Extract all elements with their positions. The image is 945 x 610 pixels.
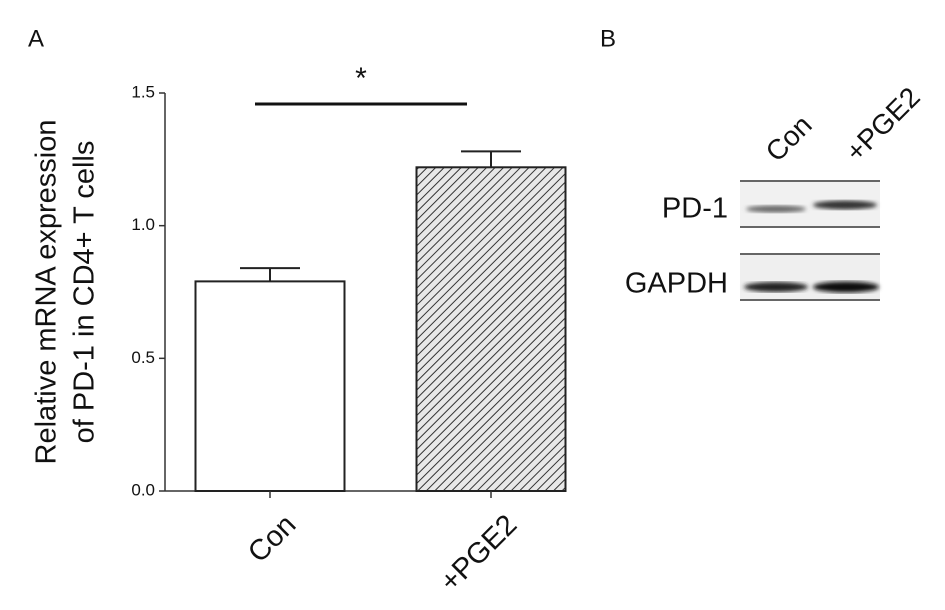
panel-label: A	[28, 25, 44, 52]
x-tick-label: Con	[242, 509, 302, 569]
x-tick-label: +PGE2	[434, 509, 523, 598]
blot-band	[813, 200, 877, 210]
y-tick-label: 0.5	[131, 348, 155, 367]
row-label: GAPDH	[625, 268, 728, 300]
bar	[194, 280, 346, 492]
panel-label: B	[600, 25, 616, 52]
y-tick-label: 1.0	[131, 215, 155, 234]
row-label: PD-1	[662, 193, 728, 225]
blot-band	[744, 282, 808, 292]
western-blot: Con +PGE2 PD-1 GAPDH	[625, 81, 926, 301]
y-axis-title-line: Relative mRNA expression	[31, 120, 63, 465]
blot-band	[813, 281, 879, 293]
blot-band	[746, 205, 806, 213]
y-tick-label: 0.0	[131, 480, 155, 499]
bar	[415, 166, 567, 492]
y-tick-label: 1.5	[131, 82, 155, 101]
blot-membrane	[740, 254, 880, 300]
y-axis-title: Relative mRNA expression of PD-1 in CD4+…	[31, 120, 101, 465]
lane-label: +PGE2	[840, 81, 926, 167]
lane-label: Con	[760, 109, 818, 167]
significance-mark: *	[355, 62, 367, 95]
y-axis-title-line: of PD-1 in CD4+ T cells	[69, 141, 101, 444]
